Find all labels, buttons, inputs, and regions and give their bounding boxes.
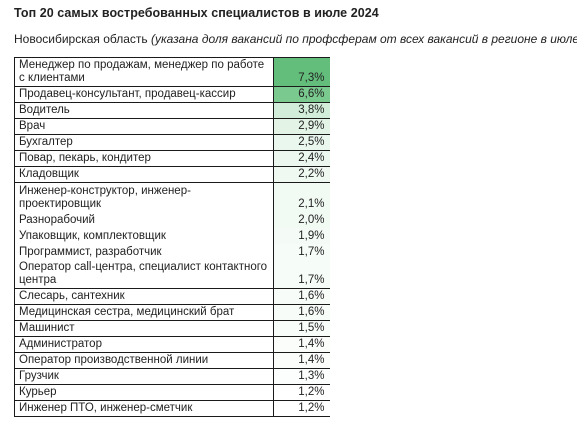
share-cell: 1,4% xyxy=(273,336,330,353)
table-row: Грузчик 1,3% xyxy=(14,368,330,385)
table-row: Оператор call-центра, специалист контакт… xyxy=(14,259,330,289)
share-cell: 6,6% xyxy=(273,86,330,103)
share-cell: 1,9% xyxy=(273,227,330,244)
table-row: Разнорабочий 2,0% xyxy=(14,211,330,228)
specialists-table: Менеджер по продажам, менеджер по работе… xyxy=(14,57,330,417)
share-cell: 1,4% xyxy=(273,352,330,369)
profession-cell: Оператор производственной линии xyxy=(14,352,274,369)
share-cell: 1,7% xyxy=(273,243,330,260)
profession-cell: Кладовщик xyxy=(14,166,274,183)
profession-cell: Программист, разработчик xyxy=(14,243,274,260)
profession-cell: Инженер ПТО, инженер-сметчик xyxy=(14,400,274,417)
share-cell: 3,8% xyxy=(273,102,330,119)
profession-cell: Медицинская сестра, медицинский брат xyxy=(14,304,274,321)
share-cell: 1,7% xyxy=(273,259,330,289)
table-row: Водитель 3,8% xyxy=(14,102,330,119)
table-row: Бухгалтер 2,5% xyxy=(14,134,330,151)
share-cell: 1,5% xyxy=(273,320,330,337)
table-row: Врач 2,9% xyxy=(14,118,330,135)
share-cell: 1,6% xyxy=(273,304,330,321)
share-cell: 2,1% xyxy=(273,182,330,212)
table-row: Оператор производственной линии 1,4% xyxy=(14,352,330,369)
share-cell: 7,3% xyxy=(273,57,330,87)
table-row: Машинист 1,5% xyxy=(14,320,330,337)
table-row: Продавец-консультант, продавец-кассир 6,… xyxy=(14,86,330,103)
share-cell: 2,4% xyxy=(273,150,330,167)
table-row: Инженер-конструктор, инженер-проектировщ… xyxy=(14,182,330,212)
profession-cell: Повар, пекарь, кондитер xyxy=(14,150,274,167)
profession-cell: Водитель xyxy=(14,102,274,119)
table-row: Слесарь, сантехник 1,6% xyxy=(14,288,330,305)
subtitle-note: (указана доля вакансий по профсферам от … xyxy=(151,32,577,46)
profession-cell: Разнорабочий xyxy=(14,211,274,228)
profession-cell: Менеджер по продажам, менеджер по работе… xyxy=(14,57,274,87)
table-row: Инженер ПТО, инженер-сметчик 1,2% xyxy=(14,400,330,417)
table-row: Повар, пекарь, кондитер 2,4% xyxy=(14,150,330,167)
profession-cell: Слесарь, сантехник xyxy=(14,288,274,305)
share-cell: 1,3% xyxy=(273,368,330,385)
share-cell: 2,5% xyxy=(273,134,330,151)
profession-cell: Упаковщик, комплектовщик xyxy=(14,227,274,244)
profession-cell: Администратор xyxy=(14,336,274,353)
profession-cell: Грузчик xyxy=(14,368,274,385)
page-title: Топ 20 самых востребованных специалистов… xyxy=(14,6,379,20)
table-row: Упаковщик, комплектовщик 1,9% xyxy=(14,227,330,244)
profession-cell: Врач xyxy=(14,118,274,135)
profession-cell: Машинист xyxy=(14,320,274,337)
share-cell: 1,2% xyxy=(273,400,330,417)
share-cell: 1,6% xyxy=(273,288,330,305)
table-row: Администратор 1,4% xyxy=(14,336,330,353)
table-row: Курьер 1,2% xyxy=(14,384,330,401)
share-cell: 2,2% xyxy=(273,166,330,183)
profession-cell: Курьер xyxy=(14,384,274,401)
table-row: Менеджер по продажам, менеджер по работе… xyxy=(14,57,330,87)
share-cell: 2,9% xyxy=(273,118,330,135)
profession-cell: Продавец-консультант, продавец-кассир xyxy=(14,86,274,103)
profession-cell: Оператор call-центра, специалист контакт… xyxy=(14,259,274,289)
table-row: Программист, разработчик 1,7% xyxy=(14,243,330,260)
share-cell: 2,0% xyxy=(273,211,330,228)
table-row: Медицинская сестра, медицинский брат 1,6… xyxy=(14,304,330,321)
region-label: Новосибирская область xyxy=(14,32,148,46)
table-row: Кладовщик 2,2% xyxy=(14,166,330,183)
page-subtitle: Новосибирская область (указана доля вака… xyxy=(14,32,577,46)
profession-cell: Инженер-конструктор, инженер-проектировщ… xyxy=(14,182,274,212)
profession-cell: Бухгалтер xyxy=(14,134,274,151)
share-cell: 1,2% xyxy=(273,384,330,401)
